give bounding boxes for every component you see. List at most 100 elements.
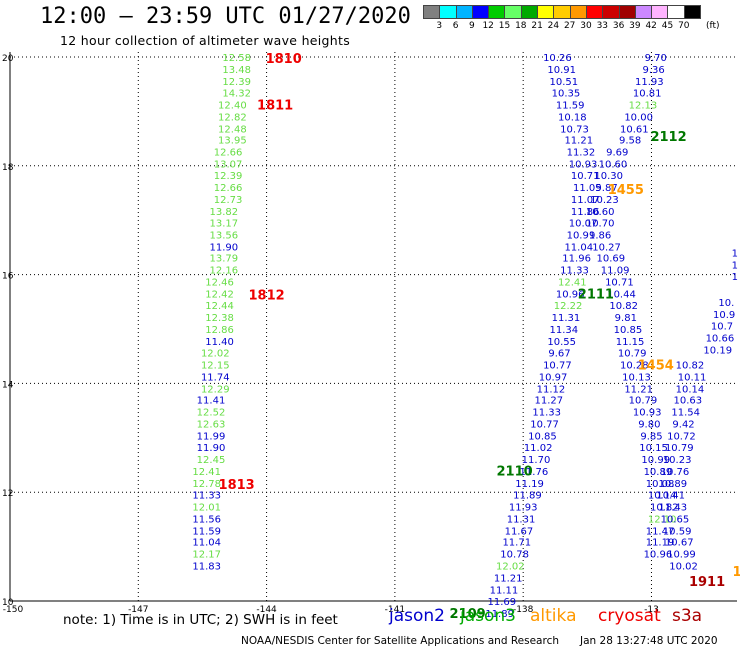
- wave-height-label: 10.08: [646, 479, 675, 490]
- satellite-label-s3a: s3a: [672, 606, 703, 626]
- wave-height-label: 10.91: [547, 65, 576, 76]
- wave-height-label: 11.71: [502, 538, 531, 549]
- wave-height-label: 12.41: [558, 278, 587, 289]
- wave-height-label: 10.82: [650, 502, 679, 513]
- wave-height-label: 10.77: [543, 360, 572, 371]
- wave-height-label: 11.12: [537, 384, 566, 395]
- wave-height-label: 11.33: [532, 408, 561, 419]
- x-tick-label: -150: [3, 605, 24, 615]
- wave-height-label: 12.46: [205, 278, 234, 289]
- wave-height-label: 13.95: [218, 136, 247, 147]
- x-tick-label: -147: [128, 605, 148, 615]
- wave-height-label: 11.93: [509, 502, 538, 513]
- wave-height-label: 10.15: [639, 443, 668, 454]
- wave-height-label: 11.02: [524, 443, 553, 454]
- pass-time-marker: 1810: [266, 52, 302, 67]
- wave-height-label: 12.38: [205, 313, 234, 324]
- wave-height-label: 11.41: [197, 396, 226, 407]
- wave-height-label: 11.19: [515, 479, 544, 490]
- wave-height-label: 10.14: [648, 490, 677, 501]
- wave-height-label: 11.90: [197, 443, 226, 454]
- wave-height-label: 12.48: [218, 124, 247, 135]
- x-tick-label: -141: [385, 605, 405, 615]
- wave-height-label: 10.93: [569, 160, 598, 171]
- legend-label: 6: [452, 21, 459, 31]
- wave-height-label: 11.11: [490, 586, 519, 597]
- wave-height-label: 12.86: [205, 325, 234, 336]
- wave-height-label: 9.42: [672, 420, 694, 431]
- satellite-label-altika: altika: [530, 606, 577, 626]
- wave-height-label: 10.71: [605, 278, 634, 289]
- wave-height-label: 12.13: [629, 100, 658, 111]
- wave-height-label: 11.27: [535, 396, 564, 407]
- wave-height-label: 10.82: [676, 360, 705, 371]
- wave-height-label: 11.56: [192, 514, 221, 525]
- legend-label: 27: [563, 21, 576, 31]
- y-tick-label: 16: [2, 272, 14, 282]
- wave-height-label: 10.27: [592, 242, 621, 253]
- legend-label: 18: [515, 21, 527, 31]
- wave-height-label: 12.41: [192, 467, 221, 478]
- legend-swatch: [683, 5, 702, 19]
- wave-height-label: 10.23: [590, 195, 619, 206]
- wave-height-label: 9.87: [595, 183, 617, 194]
- wave-height-label: 11.90: [210, 242, 239, 253]
- wave-height-label: 11.89: [485, 609, 514, 620]
- wave-height-label: 10.82: [609, 301, 638, 312]
- wave-height-label: 11.31: [552, 313, 581, 324]
- wave-height-label: 10.65: [661, 514, 690, 525]
- pass-time-marker: 1: [732, 565, 740, 580]
- wave-height-label: 10.11: [678, 372, 707, 383]
- pass-time-marker: 2109: [449, 607, 485, 622]
- wave-height-label: 10.78: [500, 550, 529, 561]
- wave-height-label: 12.39: [214, 171, 243, 182]
- wave-height-label: 12.82: [218, 112, 247, 123]
- wave-height-label: 11.21: [624, 384, 653, 395]
- legend-label: 42: [645, 21, 657, 31]
- legend-label: 21: [531, 21, 543, 31]
- page-title: 12:00 — 23:59 UTC 01/27/2020: [40, 4, 411, 29]
- wave-height-label: 10.69: [597, 254, 626, 265]
- wave-height-label: 12.66: [214, 148, 243, 159]
- wave-height-label: 10.: [718, 298, 734, 309]
- wave-height-label: 12.17: [192, 550, 221, 561]
- wave-height-label: 10.7: [711, 322, 733, 333]
- pass-time-marker: 1454: [638, 358, 674, 373]
- wave-height-label: 10.81: [633, 88, 662, 99]
- pass-time-marker: 2111: [578, 288, 614, 303]
- wave-height-label: 12.10: [648, 514, 677, 525]
- wave-height-label: 10.89: [644, 467, 673, 478]
- wave-height-label: 10.85: [528, 432, 557, 443]
- legend-label: 33: [596, 21, 609, 31]
- wave-height-label: 11.31: [507, 514, 536, 525]
- wave-height-label: 10.60: [599, 160, 628, 171]
- wave-height-label: 13.79: [210, 254, 239, 265]
- wave-height-label: 1: [732, 248, 738, 259]
- wave-height-label: 10.73: [560, 124, 589, 135]
- wave-height-label: 9.69: [606, 148, 628, 159]
- wave-height-label: 10.63: [674, 396, 703, 407]
- pass-time-marker: 1813: [219, 478, 255, 493]
- satellite-label-cryosat: cryosat: [598, 606, 661, 626]
- x-tick-label: -13: [644, 605, 659, 615]
- y-tick-label: 14: [2, 380, 14, 390]
- wave-height-label: 9.70: [645, 53, 667, 64]
- pass-time-marker: 2110: [497, 464, 533, 479]
- pass-time-marker: 1811: [257, 98, 293, 113]
- wave-height-label: 11.93: [635, 77, 664, 88]
- wave-height-label: 10.89: [659, 479, 688, 490]
- wave-height-label: 13.48: [222, 65, 251, 76]
- wave-height-label: 11.74: [201, 372, 230, 383]
- wave-height-label: 12.45: [197, 455, 226, 466]
- wave-height-label: 10.30: [594, 171, 623, 182]
- legend-label: 9: [469, 21, 475, 31]
- wave-height-label: 10.55: [547, 337, 576, 348]
- x-tick-label: -144: [256, 605, 277, 615]
- wave-height-label: 12.44: [205, 301, 234, 312]
- wave-height-label: 12.02: [201, 348, 230, 359]
- wave-height-label: 10.9: [713, 310, 735, 321]
- wave-height-label: 12.01: [192, 502, 221, 513]
- wave-height-label: 11.04: [564, 242, 593, 253]
- wave-height-label: 9.85: [640, 432, 662, 443]
